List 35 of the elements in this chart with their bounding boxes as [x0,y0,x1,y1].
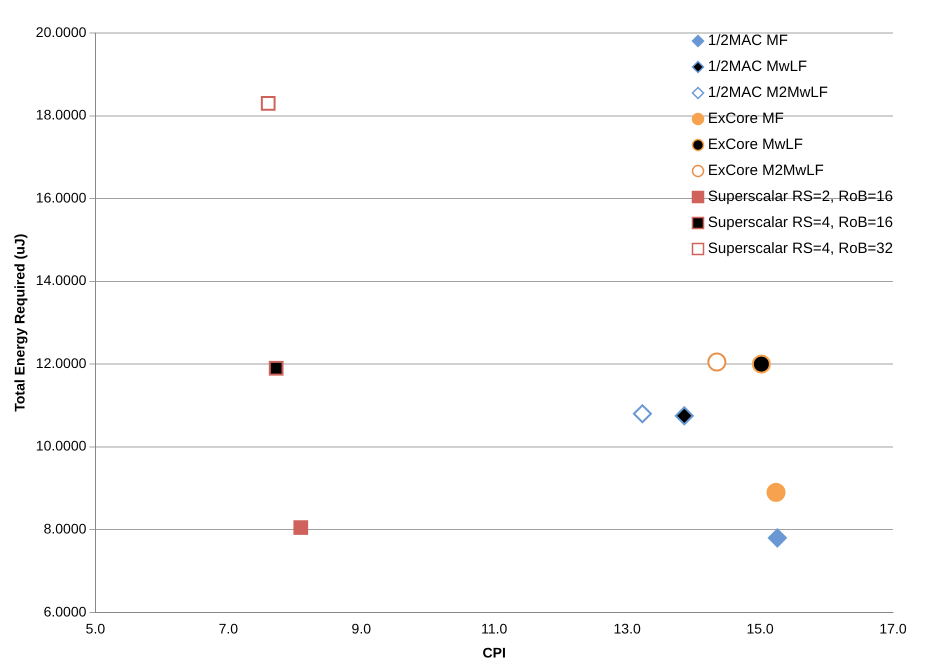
legend-label: Superscalar RS=4, RoB=32 [708,239,893,259]
y-tick-label: 14.0000 [36,272,87,288]
x-tick-label: 11.0 [481,620,508,637]
x-tick-label: 15.0 [746,620,774,637]
legend-label: Superscalar RS=4, RoB=16 [708,213,893,233]
legend-label: ExCore M2MwLF [708,161,824,181]
y-axis-title: Total Energy Required (uJ) [11,234,28,412]
y-tick-label: 12.0000 [36,354,87,371]
legend-label: ExCore MwLF [708,135,803,155]
y-tick-label: 6.0000 [44,603,87,620]
legend-label: 1/2MAC MF [708,31,788,51]
x-tick-label: 5.0 [86,620,106,637]
point [674,406,694,426]
legend-label: 1/2MAC MwLF [708,57,808,77]
legend-label: 1/2MAC M2MwLF [708,83,828,103]
point [707,352,726,372]
point [260,96,276,111]
point [766,482,786,502]
x-tick-label: 13.0 [614,620,641,637]
point [752,354,771,374]
point [632,404,652,424]
y-tick-label: 16.0000 [36,189,87,206]
x-tick-label: 7.0 [218,620,238,637]
legend-label: Superscalar RS=2, RoB=16 [708,187,893,207]
point [268,360,284,376]
y-tick-label: 18.0000 [36,106,87,123]
y-tick-label: 10.0000 [36,438,87,454]
point [293,520,308,535]
y-tick-label: 20.0000 [36,24,87,40]
x-tick-label: 17.0 [879,620,907,637]
point [768,528,787,548]
y-tick-label: 8.0000 [44,520,87,536]
x-axis-title: CPI [482,644,506,660]
legend-label: ExCore MF [708,109,784,129]
x-tick-label: 9.0 [352,620,372,637]
